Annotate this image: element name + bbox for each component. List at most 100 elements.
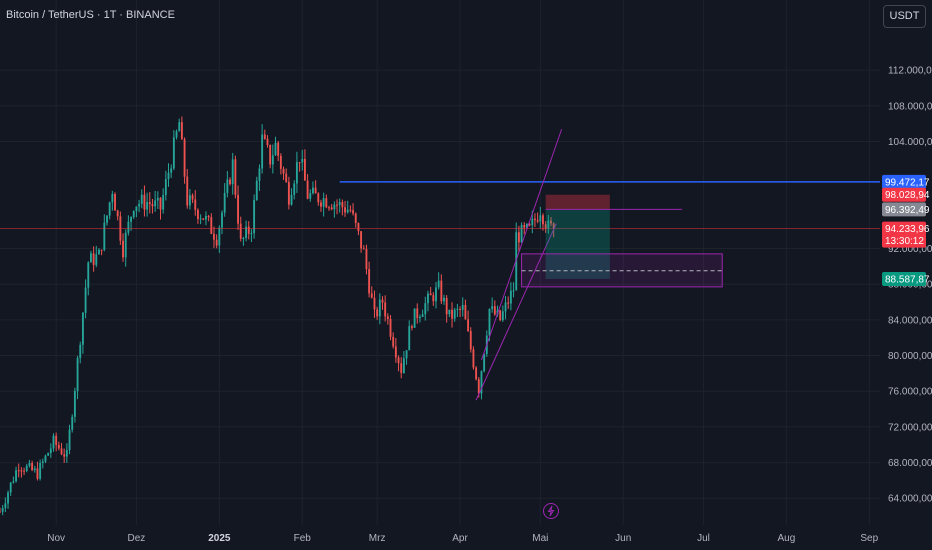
candle-body bbox=[295, 162, 298, 184]
chart-title: Bitcoin / TetherUS · 1T · BINANCE bbox=[6, 9, 175, 21]
candle-body bbox=[229, 179, 231, 185]
candle-body bbox=[41, 461, 44, 463]
candle-body bbox=[336, 204, 338, 206]
candle-body bbox=[354, 213, 357, 224]
candle-body bbox=[162, 195, 165, 210]
candle-body bbox=[373, 297, 376, 310]
candle-body bbox=[266, 138, 269, 145]
candle-body bbox=[378, 299, 381, 317]
candle-body bbox=[242, 238, 245, 240]
candle-body bbox=[122, 240, 124, 258]
candle-body bbox=[57, 444, 60, 449]
candle-body bbox=[234, 159, 237, 195]
candle-body bbox=[1, 508, 4, 512]
candle-body bbox=[365, 248, 368, 270]
candle-body bbox=[239, 223, 242, 239]
candle-body bbox=[346, 209, 349, 213]
candle-body bbox=[322, 198, 325, 207]
position-stop-zone bbox=[545, 194, 610, 210]
candle-body bbox=[338, 202, 341, 205]
candle-body bbox=[223, 192, 226, 213]
x-tick-label: Apr bbox=[452, 533, 468, 544]
y-tick-label: 76.000,00 bbox=[888, 387, 932, 398]
candle-body bbox=[368, 269, 371, 294]
candle-body bbox=[36, 468, 39, 479]
candle-body bbox=[475, 367, 478, 380]
candle-body bbox=[427, 293, 429, 304]
lightning-bolt-icon[interactable] bbox=[543, 503, 559, 519]
candle-body bbox=[183, 139, 186, 177]
candle-body bbox=[271, 155, 274, 165]
candle-body bbox=[333, 204, 336, 210]
candle-body bbox=[237, 194, 239, 224]
candle-body bbox=[282, 168, 285, 174]
candle-body bbox=[472, 349, 475, 368]
candle-body bbox=[132, 210, 135, 218]
position-target-zone bbox=[545, 209, 610, 279]
candle-body bbox=[33, 468, 36, 471]
candle-body bbox=[477, 379, 480, 394]
candle-body bbox=[114, 193, 116, 211]
candle-body bbox=[108, 202, 111, 216]
candle-body bbox=[156, 197, 159, 201]
candle-body bbox=[317, 193, 320, 203]
candle-body bbox=[413, 308, 416, 328]
candle-body bbox=[488, 308, 491, 336]
price-tag bbox=[882, 202, 926, 217]
candle-body bbox=[437, 280, 440, 288]
y-tick-label: 104.000,00 bbox=[888, 137, 932, 148]
x-tick-label: Aug bbox=[777, 533, 795, 544]
channel-line-lower bbox=[475, 223, 557, 401]
candle-body bbox=[287, 181, 290, 205]
candle-body bbox=[140, 194, 143, 204]
candle-body bbox=[138, 203, 141, 207]
candle-body bbox=[269, 144, 272, 165]
currency-unit-button[interactable]: USDT bbox=[883, 5, 926, 28]
candle-body bbox=[344, 207, 346, 213]
candle-body bbox=[20, 470, 23, 472]
y-tick-label: 108.000,00 bbox=[888, 101, 932, 112]
candle-body bbox=[507, 302, 510, 304]
candle-body bbox=[480, 371, 483, 394]
price-tag bbox=[882, 221, 926, 248]
price-tag-label: 98.028,94 bbox=[885, 190, 930, 201]
candle-body bbox=[263, 134, 266, 139]
candle-body bbox=[191, 195, 194, 200]
candle-body bbox=[207, 215, 210, 218]
candle-body bbox=[65, 450, 68, 457]
candle-body bbox=[106, 215, 108, 223]
candle-body bbox=[512, 290, 515, 292]
candle-body bbox=[261, 134, 264, 169]
candle-body bbox=[410, 326, 413, 328]
candle-body bbox=[416, 308, 419, 319]
candle-body bbox=[31, 463, 34, 471]
candle-body bbox=[170, 168, 173, 173]
candle-body bbox=[432, 295, 435, 302]
x-tick-label: Mrz bbox=[369, 533, 386, 544]
countdown-label: 13:30:12 bbox=[885, 236, 924, 247]
candle-body bbox=[44, 455, 47, 462]
candle-body bbox=[47, 453, 50, 456]
candle-body bbox=[279, 155, 282, 169]
candle-body bbox=[148, 202, 151, 205]
candle-body bbox=[285, 173, 288, 182]
candle-body bbox=[164, 179, 167, 196]
candle-body bbox=[245, 226, 248, 239]
candle-body bbox=[277, 142, 280, 156]
price-tag-label: 94.233,96 bbox=[885, 224, 930, 235]
candle-body bbox=[386, 316, 389, 320]
candle-body bbox=[520, 224, 523, 243]
candle-body bbox=[397, 357, 400, 364]
candle-body bbox=[250, 233, 253, 235]
candle-body bbox=[71, 416, 74, 430]
x-tick-label: Dez bbox=[128, 533, 146, 544]
candle-body bbox=[258, 168, 261, 181]
y-tick-label: 72.000,00 bbox=[888, 422, 932, 433]
candle-body bbox=[124, 232, 127, 258]
candle-body bbox=[552, 223, 555, 229]
candle-body bbox=[178, 122, 181, 132]
price-tag-label: 88.587,87 bbox=[885, 274, 930, 285]
candle-body bbox=[17, 470, 20, 472]
candle-body bbox=[394, 346, 397, 358]
